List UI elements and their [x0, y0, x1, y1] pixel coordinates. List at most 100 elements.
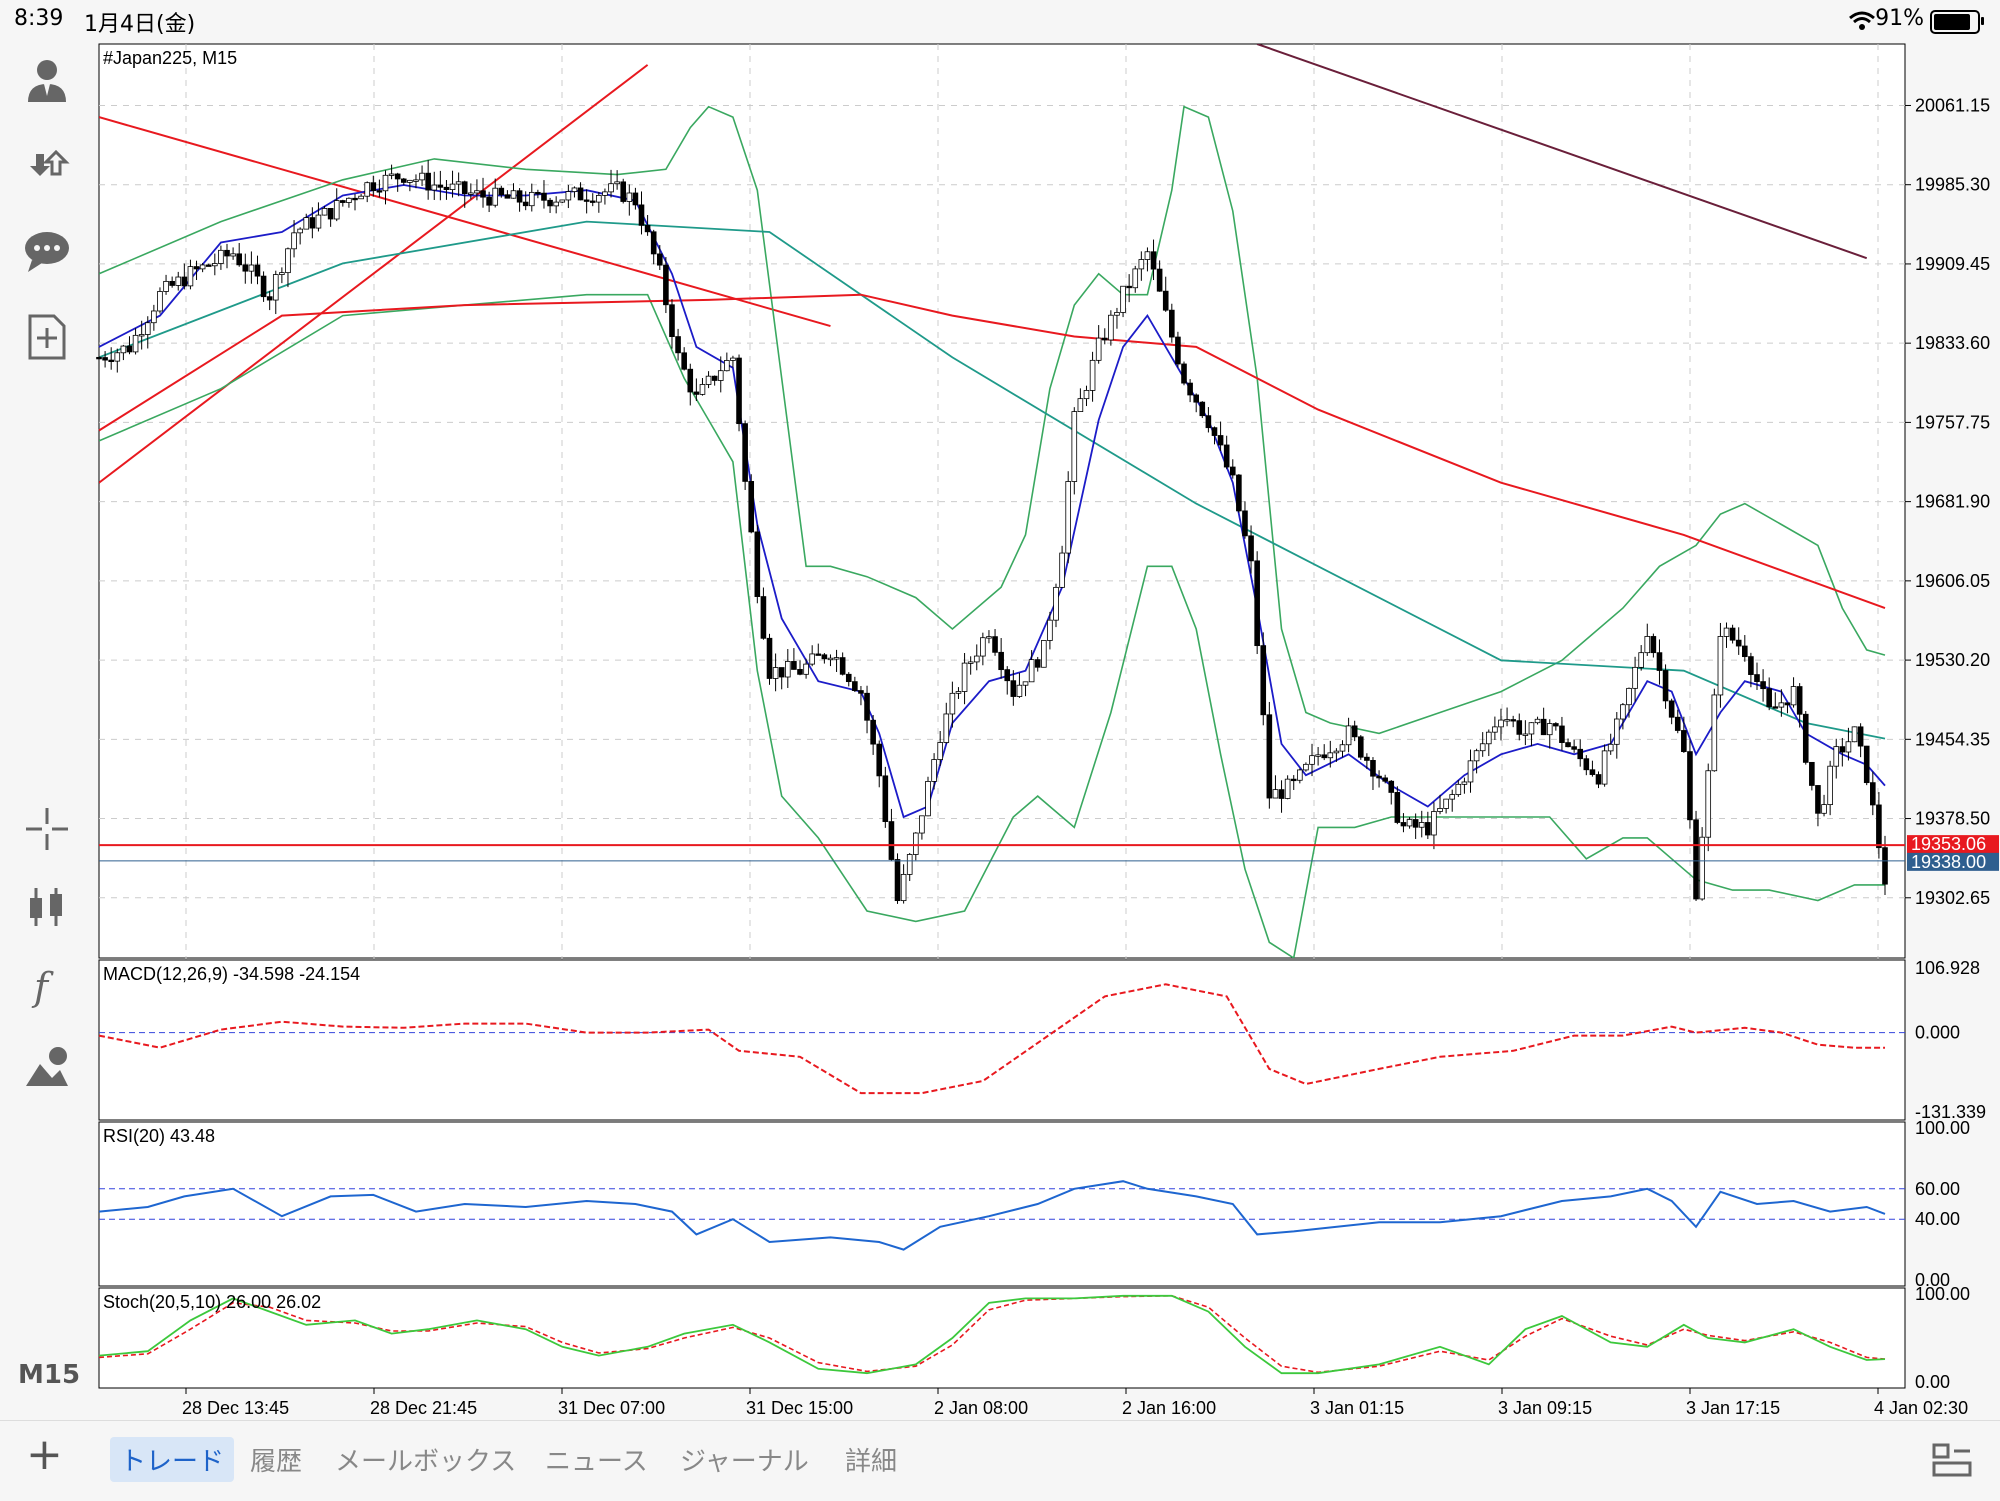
trendline-up	[99, 64, 649, 484]
candle-body	[425, 172, 431, 191]
candle-body	[333, 200, 340, 220]
candle-body	[608, 183, 614, 193]
candle-body	[632, 192, 639, 206]
candle-body	[1796, 686, 1803, 715]
candle-body	[1175, 336, 1181, 365]
candle-body	[522, 201, 529, 207]
trendline-top	[1256, 44, 1868, 260]
candle-body	[144, 322, 151, 335]
candle-body	[1431, 811, 1437, 836]
candle-body	[1418, 822, 1425, 828]
candle-body	[1333, 750, 1340, 754]
candle-body	[1120, 285, 1126, 313]
candle-body	[1108, 314, 1114, 341]
candle-body	[1613, 718, 1620, 745]
bollinger-middle	[98, 220, 1886, 740]
candle-body	[528, 191, 535, 207]
rsi-panel-frame	[98, 1121, 1906, 1287]
candle-body	[254, 264, 261, 277]
tab-5[interactable]: 詳細	[845, 1447, 898, 1477]
candle-body	[760, 596, 767, 639]
candlestick-icon[interactable]	[20, 880, 74, 934]
tab-1[interactable]: 履歴	[250, 1447, 303, 1477]
bid-price-label: 19353.06	[1911, 834, 1986, 854]
candle-body	[858, 690, 864, 694]
candle-body	[1723, 627, 1730, 637]
candle-body	[992, 636, 998, 653]
candle-body	[126, 345, 133, 353]
function-icon[interactable]: f	[20, 958, 74, 1012]
candle-body	[1540, 718, 1547, 736]
candle-body	[1882, 847, 1888, 885]
candle-body	[1394, 792, 1401, 823]
candle-body	[681, 352, 687, 370]
candle-body	[1735, 639, 1742, 647]
candle-body	[1833, 746, 1840, 767]
rsi-line	[98, 1180, 1886, 1251]
candle-body	[778, 667, 785, 678]
new-order-icon[interactable]	[20, 310, 74, 364]
trendline-down	[99, 116, 831, 327]
battery-percent: 91%	[1875, 6, 1924, 31]
candle-body	[565, 191, 572, 201]
status-date: 1月4日(金)	[84, 12, 196, 37]
candle-body	[388, 173, 395, 176]
candle-body	[431, 184, 438, 191]
candle-body	[1321, 754, 1328, 759]
candle-body	[614, 181, 620, 185]
candle-body	[583, 199, 590, 202]
time-axis-label: 31 Dec 07:00	[558, 1398, 665, 1418]
candle-body	[1766, 688, 1772, 708]
price-chart[interactable]: 20061.15 19985.30 19909.45 19833.60 19757.75…	[95, 40, 2000, 1420]
candle-body	[870, 719, 876, 745]
candle-body	[919, 815, 925, 834]
candle-body	[230, 253, 236, 257]
macd-panel-frame	[98, 959, 1906, 1121]
add-icon[interactable]: +	[26, 1429, 63, 1480]
objects-icon[interactable]	[20, 1040, 74, 1094]
price-axis-label: 19757.75	[1915, 412, 1990, 432]
candle-body	[589, 200, 596, 203]
candle-body	[937, 742, 943, 760]
price-axis-label: 19530.20	[1915, 650, 1990, 670]
candle-body	[754, 531, 761, 597]
candle-body	[1754, 674, 1760, 683]
tab-0[interactable]: トレード	[110, 1437, 235, 1482]
candle-body	[571, 187, 578, 192]
rsi-axis-label: 40.00	[1915, 1209, 1960, 1229]
candle-body	[900, 873, 907, 902]
candle-body	[931, 759, 937, 782]
trade-arrows-icon[interactable]	[20, 138, 74, 192]
account-icon[interactable]	[20, 52, 74, 106]
tab-3[interactable]: ニュース	[545, 1447, 648, 1477]
candle-body	[1248, 535, 1254, 562]
candle-body	[1729, 627, 1736, 641]
candle-body	[705, 375, 712, 385]
candle-body	[303, 217, 310, 230]
stoch-panel-frame	[98, 1287, 1906, 1389]
chat-icon[interactable]	[20, 224, 74, 278]
layout-icon[interactable]	[1930, 1437, 1974, 1481]
candle-body	[1510, 719, 1516, 722]
time-axis-label: 4 Jan 02:30	[1874, 1398, 1968, 1418]
candle-body	[1144, 251, 1151, 260]
price-axis-label: 19833.60	[1915, 333, 1990, 353]
candle-body	[748, 481, 755, 533]
time-axis-label: 3 Jan 17:15	[1686, 1398, 1780, 1418]
candle-body	[1473, 750, 1480, 762]
macd-axis-label: -131.339	[1915, 1102, 1986, 1122]
candle-body	[602, 191, 608, 196]
crosshair-icon[interactable]	[20, 802, 74, 856]
candle-body	[1315, 754, 1321, 757]
candle-body	[1863, 745, 1870, 784]
candle-body	[449, 183, 456, 190]
timeframe-button[interactable]: M15	[18, 1360, 81, 1390]
tab-4[interactable]: ジャーナル	[680, 1447, 809, 1477]
candle-body	[535, 191, 541, 195]
candle-body	[1815, 785, 1821, 814]
candle-body	[1309, 755, 1315, 765]
candle-body	[559, 199, 566, 203]
candle-body	[955, 691, 962, 694]
tab-2[interactable]: メールボックス	[335, 1447, 517, 1477]
candle-body	[1242, 510, 1248, 537]
